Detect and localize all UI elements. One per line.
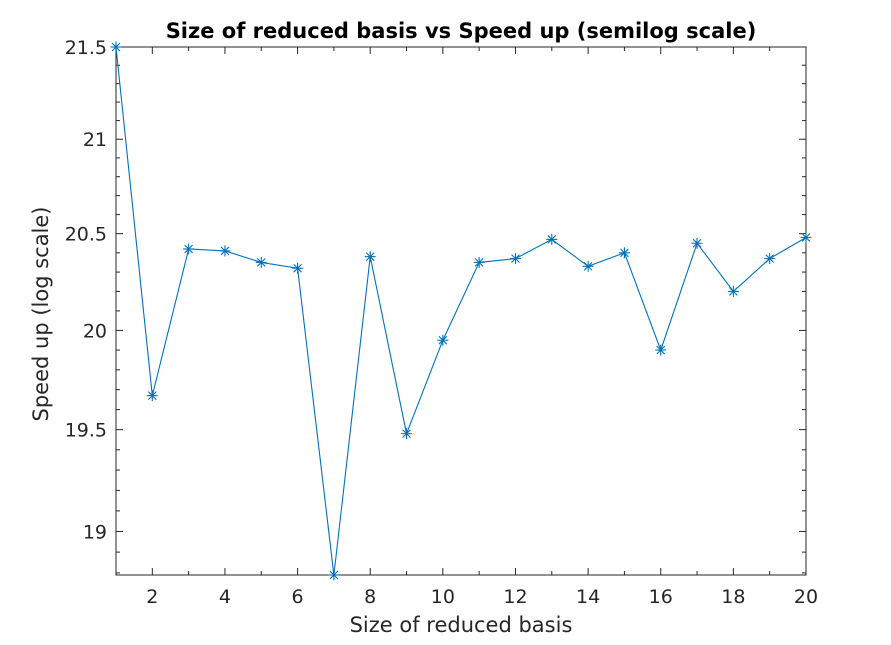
x-tick-label: 20: [794, 586, 818, 608]
data-series: [110, 41, 812, 581]
x-tick-label: 4: [219, 586, 231, 608]
data-point-marker: [764, 253, 776, 265]
data-point-marker: [146, 390, 158, 402]
data-point-marker: [473, 256, 485, 268]
series-line: [115, 46, 807, 576]
y-axis-ticks: 19 19.5 20 20.5 21 21.5: [65, 37, 806, 574]
data-point-marker: [546, 233, 558, 245]
data-point-marker: [437, 334, 449, 346]
x-axis-ticks: 2 4 6 8 10 12 14 16 18 20: [115, 47, 818, 608]
data-point-marker: [691, 237, 703, 249]
x-tick-label: 6: [292, 586, 304, 608]
data-point-marker: [800, 231, 812, 243]
chart-title: Size of reduced basis vs Speed up (semil…: [166, 19, 757, 43]
x-tick-label: 10: [431, 586, 455, 608]
x-tick-label: 16: [649, 586, 673, 608]
data-point-marker: [183, 243, 195, 255]
x-tick-label: 12: [503, 586, 527, 608]
y-tick-label: 20: [83, 320, 107, 342]
x-axis-label: Size of reduced basis: [350, 613, 573, 637]
data-point-marker: [328, 569, 340, 581]
data-point-marker: [509, 253, 521, 265]
x-tick-label: 18: [721, 586, 745, 608]
x-tick-label: 14: [576, 586, 600, 608]
data-point-marker: [110, 41, 122, 53]
data-point-marker: [255, 256, 267, 268]
x-tick-label: 8: [364, 586, 376, 608]
y-tick-label: 21: [83, 129, 107, 151]
y-tick-label: 19.5: [65, 420, 107, 442]
y-axis-label: Speed up (log scale): [29, 206, 53, 421]
data-point-marker: [655, 344, 667, 356]
data-point-marker: [618, 247, 630, 259]
y-tick-label: 20.5: [65, 224, 107, 246]
y-tick-label: 19: [83, 521, 107, 543]
data-point-marker: [727, 285, 739, 297]
data-point-marker: [292, 262, 304, 274]
y-tick-label: 21.5: [65, 37, 107, 59]
data-point-marker: [582, 260, 594, 272]
data-point-marker: [401, 428, 413, 440]
x-tick-label: 2: [146, 586, 158, 608]
data-point-marker: [219, 245, 231, 257]
data-point-marker: [364, 251, 376, 263]
